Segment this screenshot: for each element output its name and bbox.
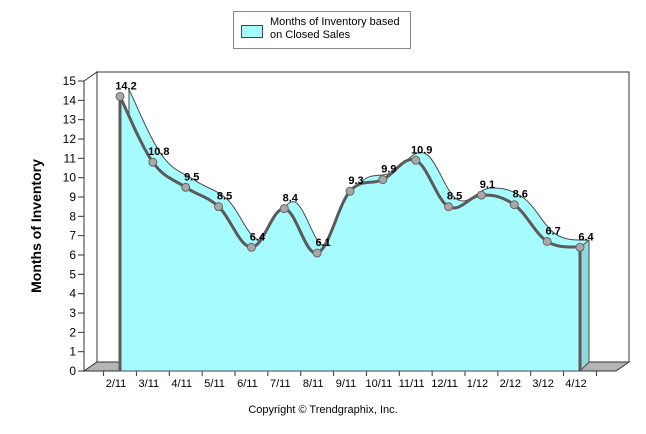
y-tick-label: 5 [69,267,76,281]
y-tick-label: 1 [69,345,76,359]
data-point [246,242,256,252]
y-tick-label: 0 [69,364,76,378]
x-tick-label: 11/11 [399,378,425,390]
data-point [542,236,552,246]
y-tick-label: 14 [63,93,77,107]
data-label: 6.1 [315,237,330,249]
x-tick-label: 4/12 [565,378,586,390]
y-tick-label: 3 [69,306,76,320]
y-tick-label: 9 [69,190,76,204]
series-area [115,89,590,373]
data-point [444,202,454,212]
x-tick-label: 4/11 [171,378,192,390]
y-tick-label: 4 [69,287,76,301]
y-axis-title: Months of Inventory [28,159,44,293]
data-point [148,157,158,167]
y-tick-label: 2 [69,325,76,339]
copyright-footer: Copyright © Trendgraphix, Inc. [248,404,398,416]
data-point [312,248,322,258]
y-tick-label: 13 [63,113,77,127]
data-point [345,186,355,196]
data-label: 6.7 [545,225,560,237]
data-point [509,200,519,210]
x-tick-label: 2/12 [500,378,521,390]
x-tick-label: 6/11 [237,378,258,390]
x-tick-label: 2/11 [106,378,127,390]
x-tick-label: 10/11 [365,378,392,390]
data-label: 6.4 [250,231,266,243]
data-label: 6.4 [578,231,594,243]
data-point [115,91,125,101]
left-wall [83,71,98,372]
x-axis: 2/11 3/11 4/11 5/11 6/11 7/11 8/11 9/11 10/11 11/… [84,370,616,390]
x-tick-label: 5/11 [204,378,225,390]
data-label: 10.8 [148,146,169,158]
data-point [279,204,289,214]
x-tick-label: 3/12 [532,378,553,390]
data-label: 8.5 [217,191,232,203]
data-label: 8.4 [283,193,299,205]
x-tick-label: 8/11 [303,378,324,390]
x-tick-label: 3/11 [139,378,160,390]
data-labels: 14.2 10.8 9.5 8.5 6.4 8.4 6.1 9.3 9.9 10.9 8.5 9.1 8… [115,80,594,249]
data-label: 8.6 [513,189,528,201]
data-point [476,190,486,200]
series-line [118,95,581,255]
data-point [181,182,191,192]
y-tick-label: 15 [63,74,77,88]
legend-label: Months of Inventory based on Closed Sale… [270,16,400,41]
legend: Months of Inventory based on Closed Sale… [233,11,411,49]
y-tick-label: 6 [69,248,76,262]
data-label: 10.9 [411,144,432,156]
y-tick-label: 7 [69,229,76,243]
x-tick-label: 12/11 [431,378,458,390]
x-tick-label: 1/12 [467,378,488,390]
data-label: 9.9 [381,164,396,176]
data-point [575,242,585,252]
data-label: 8.5 [447,191,462,203]
data-point [214,202,224,212]
y-tick-label: 12 [63,132,77,146]
data-point [411,155,421,165]
data-label: 9.1 [480,179,495,191]
legend-swatch [241,25,263,38]
y-tick-label: 10 [63,171,77,185]
y-tick-label: 11 [64,151,77,165]
data-point [378,175,388,185]
y-tick-label: 8 [69,209,76,223]
data-label: 9.5 [184,171,199,183]
data-label: 14.2 [115,80,136,92]
x-tick-label: 7/11 [270,378,291,390]
data-label: 9.3 [348,175,363,187]
x-tick-label: 9/11 [336,378,357,390]
